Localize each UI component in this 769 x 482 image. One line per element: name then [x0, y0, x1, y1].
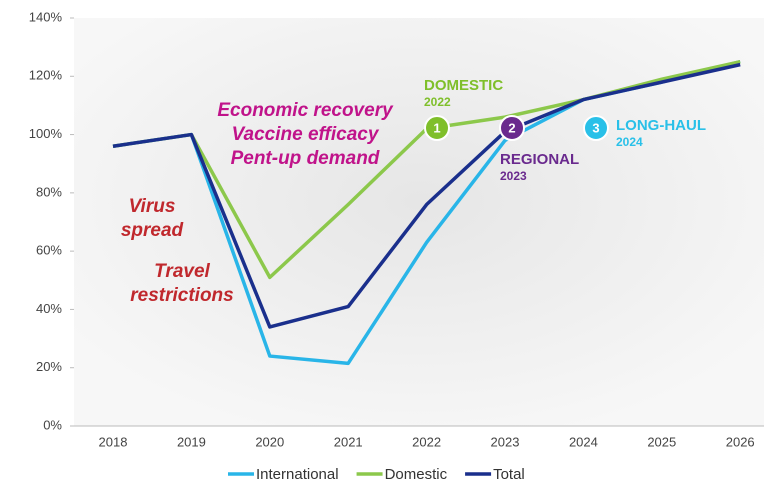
milestone-marker [583, 115, 609, 141]
x-tick-label: 2023 [491, 434, 520, 449]
milestone-label: REGIONAL [500, 151, 579, 168]
x-tick-label: 2020 [255, 434, 284, 449]
y-tick-label: 140% [29, 9, 63, 24]
milestone-number: 3 [592, 120, 599, 135]
milestone-year: 2022 [424, 95, 451, 109]
milestone-year: 2023 [500, 169, 527, 183]
y-tick-label: 60% [36, 243, 62, 258]
x-tick-label: 2025 [647, 434, 676, 449]
annotation: Vaccine efficacy [232, 124, 380, 145]
milestone-number: 1 [433, 120, 440, 135]
annotation: Virus [129, 196, 176, 217]
milestone-label: LONG-HAUL [616, 117, 706, 134]
x-tick-label: 2021 [334, 434, 363, 449]
y-tick-label: 100% [29, 126, 63, 141]
x-tick-label: 2022 [412, 434, 441, 449]
y-tick-label: 40% [36, 301, 62, 316]
milestone-number: 2 [508, 120, 515, 135]
series-line [112, 62, 741, 329]
annotation: Economic recovery [217, 100, 394, 121]
x-tick-label: 2024 [569, 434, 598, 449]
legend-label: International [256, 466, 339, 482]
y-tick-label: 0% [43, 417, 62, 432]
milestone-marker [424, 115, 450, 141]
annotation: Pent-up demand [231, 148, 380, 169]
legend-label: Domestic [385, 466, 448, 482]
y-tick-label: 80% [36, 184, 62, 199]
milestone-year: 2024 [616, 135, 643, 149]
x-tick-label: 2019 [177, 434, 206, 449]
y-tick-label: 20% [36, 359, 62, 374]
annotation: Travel [154, 261, 210, 282]
legend-label: Total [493, 466, 525, 482]
milestone-label: DOMESTIC [424, 77, 503, 94]
y-tick-label: 120% [29, 68, 63, 83]
milestone-marker [499, 115, 525, 141]
annotation: spread [121, 220, 184, 241]
x-tick-label: 2026 [726, 434, 755, 449]
x-tick-label: 2018 [99, 434, 128, 449]
annotation: restrictions [130, 285, 233, 306]
